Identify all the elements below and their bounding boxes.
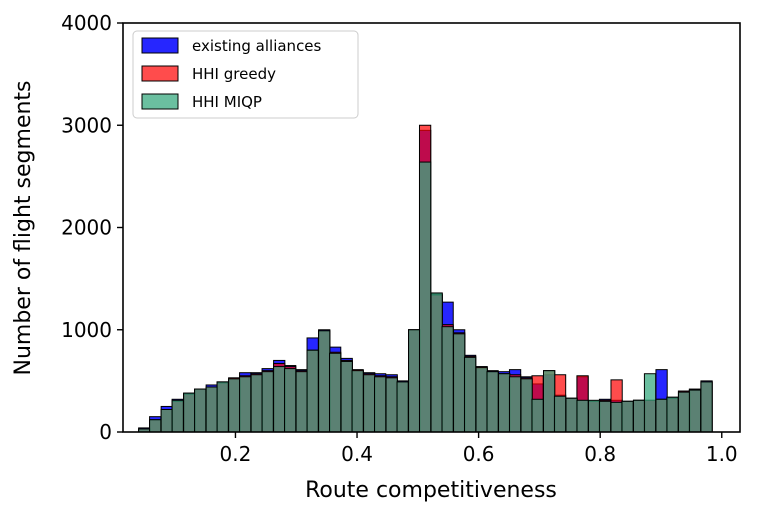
- y-axis-label: Number of flight segments: [11, 80, 36, 375]
- x-axis: 0.2 0.4 0.6 0.8 1.0: [220, 432, 738, 466]
- histogram-bar: [250, 374, 263, 433]
- histogram-bar: [363, 374, 376, 433]
- histogram-bar: [149, 419, 162, 433]
- histogram-bar: [475, 367, 488, 433]
- histogram-bar: [194, 388, 207, 433]
- histogram-bar: [228, 378, 241, 433]
- x-tick-label: 1.0: [706, 442, 738, 466]
- legend-swatch-hhi-miqp: [141, 93, 179, 110]
- x-tick-label: 0.8: [584, 442, 616, 466]
- histogram-bar: [655, 398, 668, 433]
- histogram-bar: [340, 360, 353, 433]
- y-tick-label: 3000: [61, 113, 112, 137]
- x-tick-label: 0.4: [341, 442, 373, 466]
- histogram-bar: [576, 399, 589, 433]
- histogram-bar: [205, 386, 218, 433]
- histogram-bar: [430, 292, 443, 433]
- histogram-bar: [453, 333, 466, 433]
- histogram-bar: [543, 370, 556, 433]
- histogram-bar: [418, 161, 432, 433]
- legend-label-hhi-greedy: HHI greedy: [192, 65, 276, 83]
- histogram-bar: [441, 326, 454, 433]
- histogram-bar: [463, 356, 477, 433]
- histogram-bar: [520, 378, 533, 433]
- histogram-bar: [385, 377, 398, 433]
- histogram-bar: [553, 395, 567, 433]
- x-tick-label: 0.6: [463, 442, 495, 466]
- bars-layer: [138, 124, 713, 433]
- y-tick-label: 2000: [61, 216, 112, 240]
- histogram-bar: [643, 373, 657, 433]
- histogram-bar: [565, 397, 578, 433]
- legend-box: [132, 30, 359, 119]
- histogram-bar: [396, 381, 409, 433]
- legend-label-hhi-miqp: HHI MIQP: [192, 93, 262, 111]
- histogram-bar: [239, 376, 252, 433]
- histogram-bar: [666, 396, 679, 433]
- histogram-bar: [284, 368, 297, 433]
- histogram-bar: [610, 401, 623, 433]
- histogram-bar: [700, 381, 713, 433]
- legend-swatch-hhi-greedy: [141, 65, 179, 82]
- histogram-bar: [688, 389, 702, 433]
- histogram-bar: [508, 376, 522, 433]
- histogram-bar: [408, 329, 421, 433]
- histogram-bar: [677, 391, 691, 433]
- y-tick-label: 0: [99, 420, 112, 444]
- series-hhi-miqp: [138, 161, 713, 433]
- histogram-bar: [160, 409, 173, 433]
- y-tick-label: 1000: [61, 318, 112, 342]
- histogram-bar: [306, 349, 319, 433]
- y-tick-label: 4000: [61, 11, 112, 35]
- histogram-bar: [183, 392, 196, 433]
- histogram-bar: [531, 398, 544, 433]
- y-axis: 0 1000 2000 3000 4000: [61, 11, 123, 444]
- legend-swatch-existing-alliances: [141, 37, 179, 54]
- x-axis-label: Route competitiveness: [305, 478, 557, 503]
- histogram-bar: [632, 399, 646, 433]
- histogram-bar: [216, 381, 229, 433]
- histogram-bar: [273, 366, 286, 433]
- histogram-bar: [329, 352, 342, 433]
- histogram-bar: [587, 399, 601, 433]
- legend: existing alliances HHI greedy HHI MIQP: [132, 30, 359, 119]
- histogram-bar: [351, 370, 364, 433]
- histogram-bar: [318, 330, 331, 433]
- histogram-bar: [295, 371, 308, 433]
- x-tick-label: 0.2: [220, 442, 252, 466]
- histogram-bar: [171, 399, 184, 433]
- histogram-bar: [621, 400, 634, 433]
- legend-label-existing-alliances: existing alliances: [192, 37, 322, 55]
- histogram-bar: [374, 376, 387, 433]
- histogram-bar: [498, 373, 511, 433]
- histogram-bar: [486, 371, 499, 433]
- histogram-bar: [598, 400, 612, 433]
- histogram-bar: [261, 371, 274, 433]
